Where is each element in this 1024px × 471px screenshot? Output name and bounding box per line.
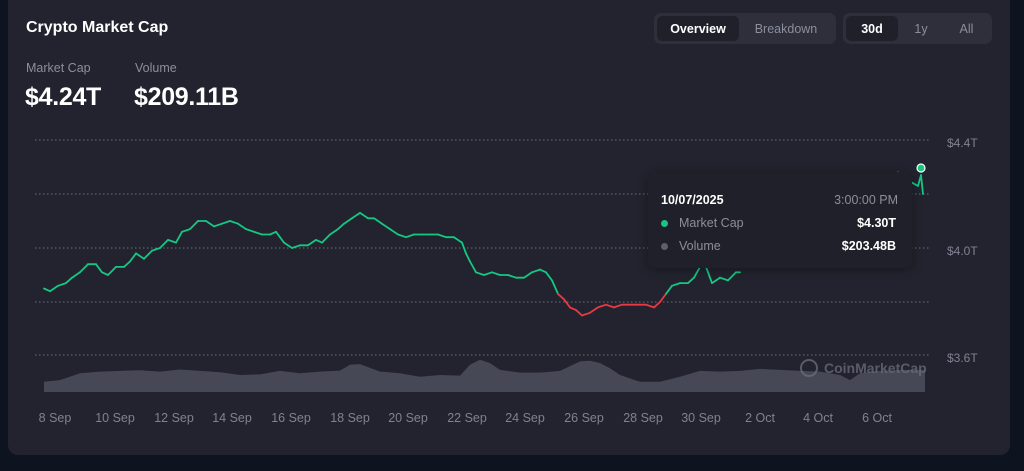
y-tick-label: $4.0T [947, 244, 978, 258]
x-tick-label: 6 Oct [862, 411, 892, 425]
x-tick-label: 10 Sep [95, 411, 135, 425]
coinmarketcap-watermark: CoinMarketCap [800, 359, 927, 377]
y-tick-label: $3.6T [947, 351, 978, 365]
overview-tab[interactable]: Overview [657, 16, 739, 41]
tooltip-series-value: $203.48B [841, 239, 896, 253]
range-all-button[interactable]: All [959, 21, 974, 36]
tooltip-row-volume: Volume $203.48B [661, 238, 896, 254]
market-cap-dot-icon [661, 219, 668, 227]
x-tick-label: 4 Oct [803, 411, 833, 425]
tooltip-row-market-cap: Market Cap $4.30T [661, 215, 896, 231]
x-tick-label: 28 Sep [623, 411, 663, 425]
volume-dot-icon [661, 242, 668, 250]
tooltip-series-name: Volume [679, 239, 721, 253]
tooltip-series-value: $4.30T [857, 216, 896, 230]
x-tick-label: 24 Sep [505, 411, 545, 425]
page-title: Crypto Market Cap [26, 19, 169, 36]
view-toggle: Overview Breakdown [654, 13, 836, 44]
market-cap-line [43, 171, 924, 317]
tooltip-time: 3:00:00 PM [834, 193, 898, 207]
range-30d-button[interactable]: 30d [846, 16, 898, 41]
x-tick-label: 26 Sep [564, 411, 604, 425]
x-tick-label: 18 Sep [330, 411, 370, 425]
x-tick-label: 12 Sep [154, 411, 194, 425]
x-tick-label: 14 Sep [212, 411, 252, 425]
tooltip-date: 10/07/2025 [661, 193, 724, 207]
x-tick-label: 2 Oct [745, 411, 775, 425]
hover-point-marker [916, 163, 926, 173]
x-tick-label: 20 Sep [388, 411, 428, 425]
range-1y-button[interactable]: 1y [914, 21, 928, 36]
market-cap-label: Market Cap [26, 61, 91, 75]
tooltip-series-name: Market Cap [679, 216, 744, 230]
volume-label: Volume [135, 61, 177, 75]
x-tick-label: 8 Sep [38, 411, 72, 425]
market-cap-value: $4.24T [25, 83, 102, 111]
volume-value: $209.11B [134, 83, 239, 111]
chart-tooltip: 10/07/2025 3:00:00 PM Market Cap $4.30T … [648, 172, 912, 268]
y-tick-label: $4.4T [947, 136, 978, 150]
coinmarketcap-logo-icon [800, 359, 818, 377]
x-tick-label: 22 Sep [447, 411, 487, 425]
watermark-text: CoinMarketCap [824, 360, 927, 376]
gridlines [35, 139, 930, 356]
x-tick-label: 16 Sep [271, 411, 311, 425]
range-toggle: 30d 1y All [843, 13, 992, 44]
breakdown-tab[interactable]: Breakdown [754, 21, 818, 36]
x-tick-label: 30 Sep [681, 411, 721, 425]
volume-area [44, 359, 925, 392]
